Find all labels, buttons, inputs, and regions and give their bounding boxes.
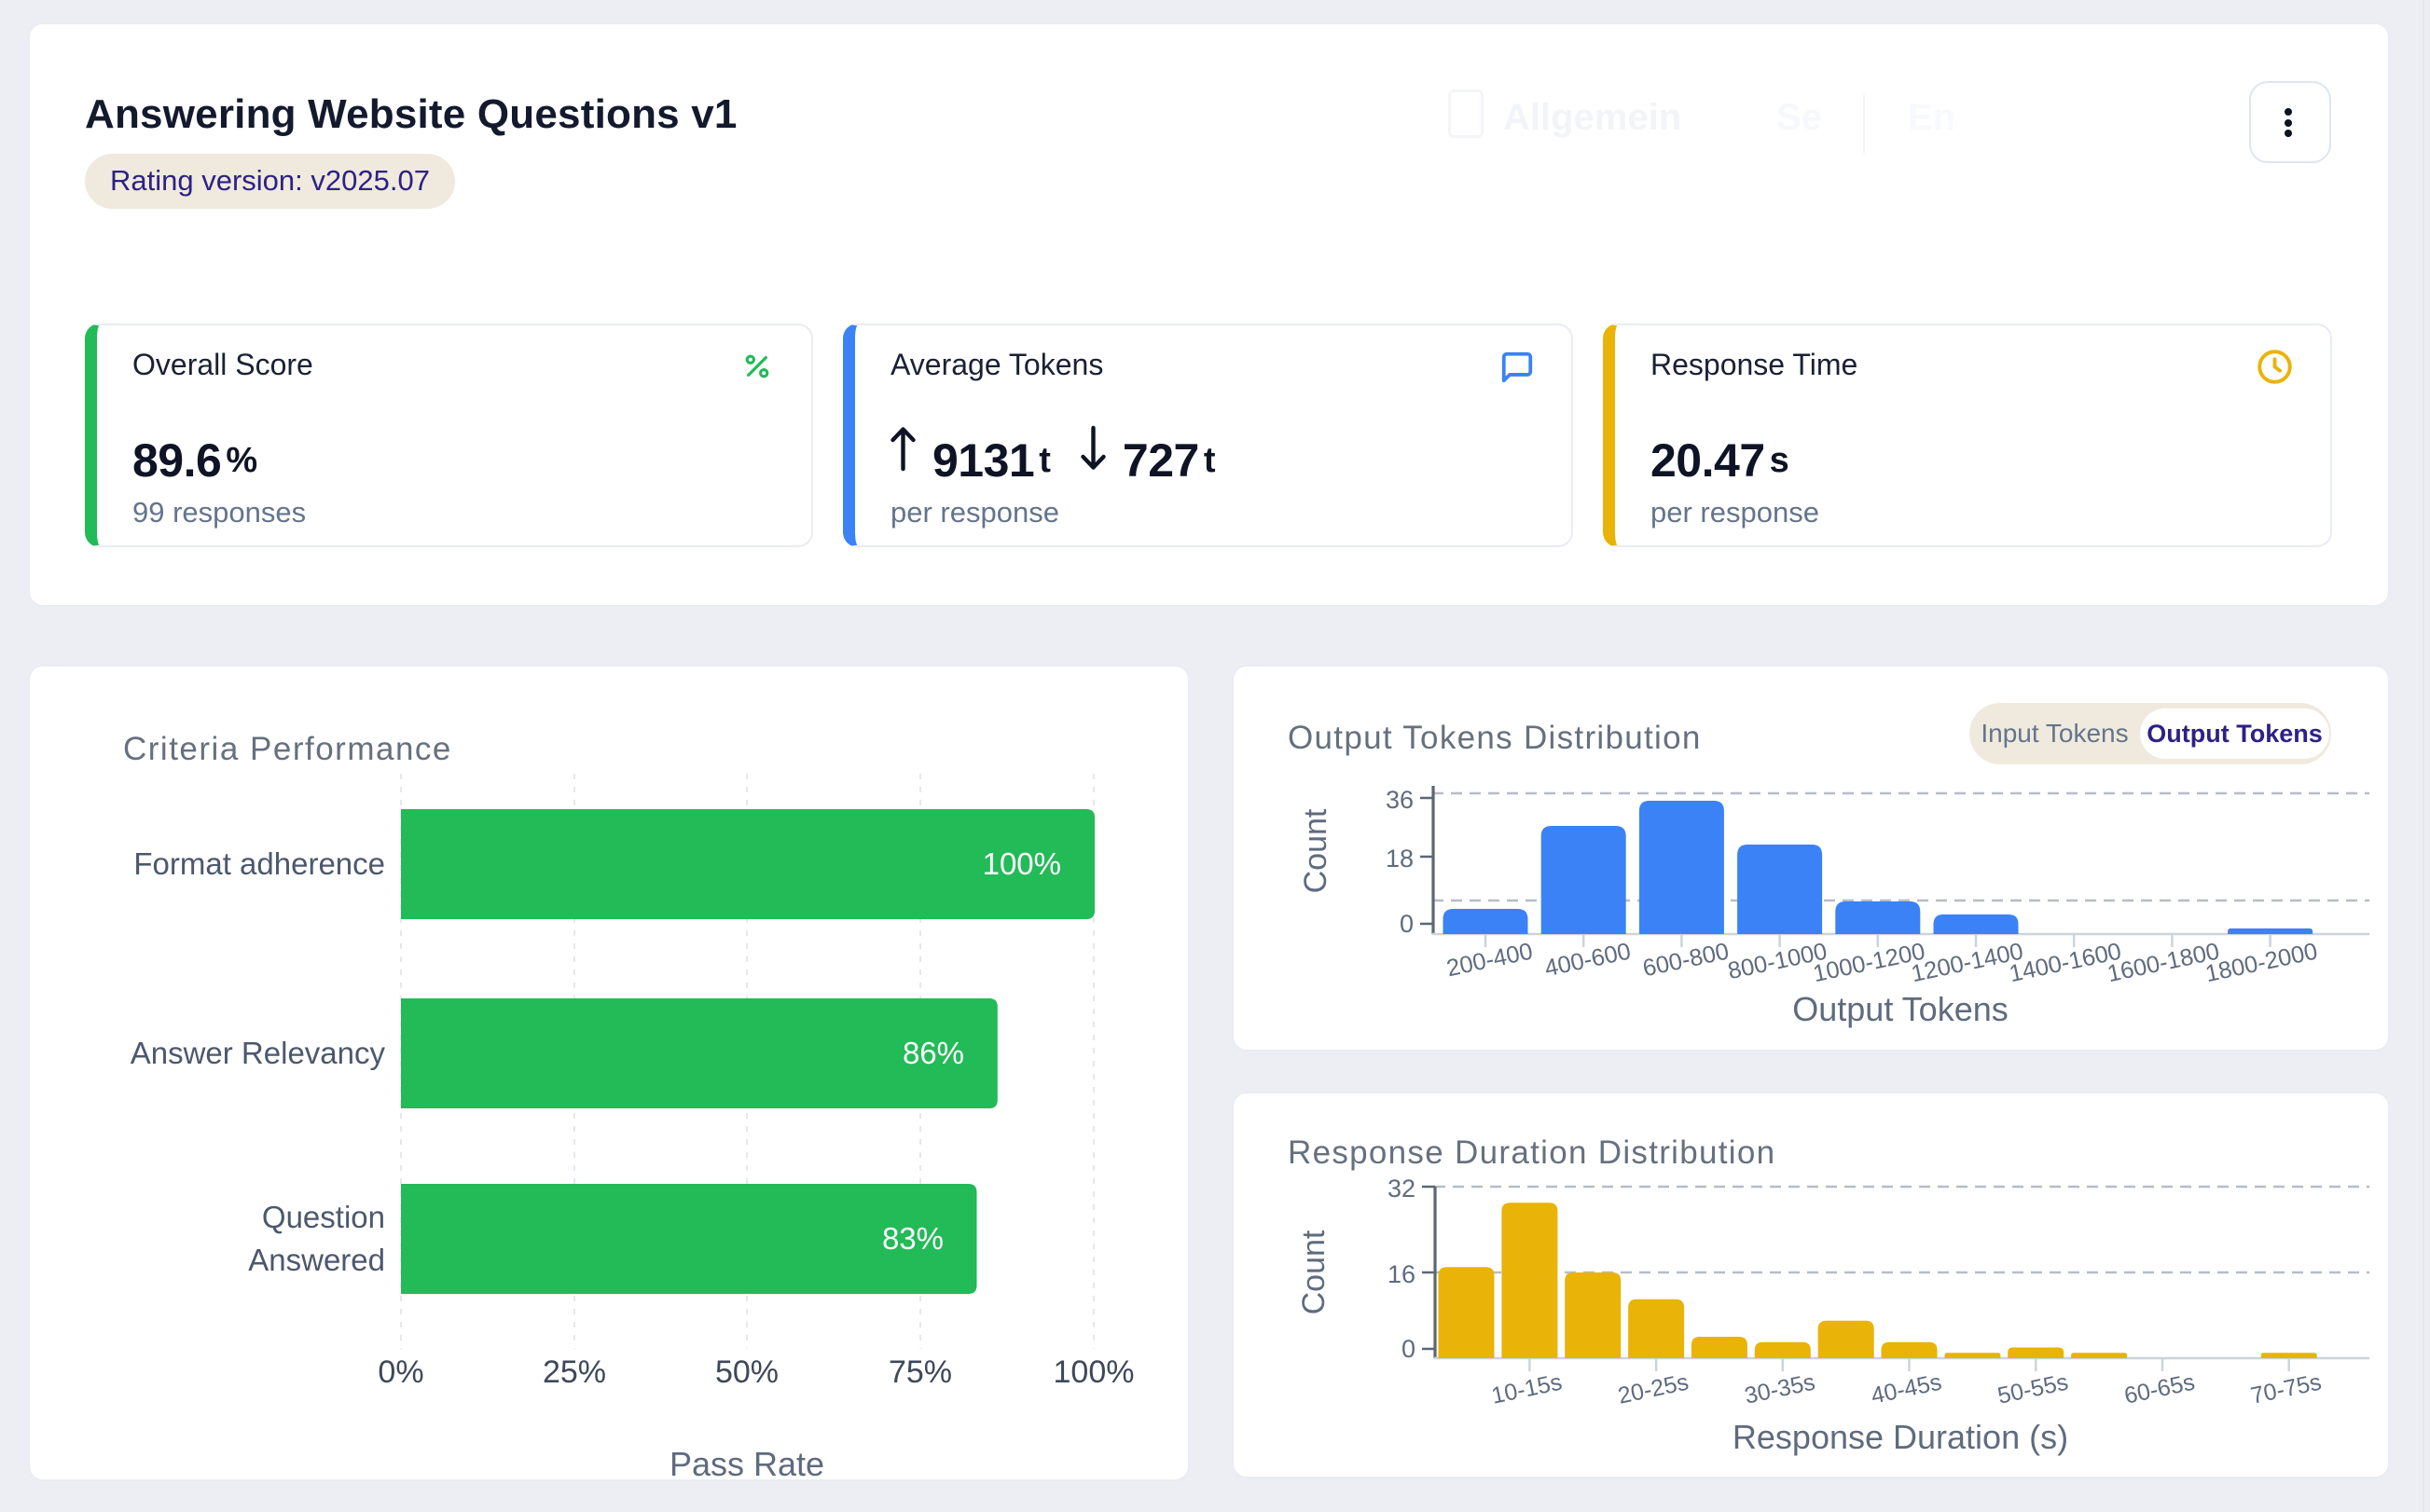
svg-text:16: 16 [1388,1260,1415,1288]
svg-text:Output Tokens Distribution: Output Tokens Distribution [1288,720,1702,756]
svg-text:Answer Relevancy: Answer Relevancy [131,1036,386,1070]
svg-text:83%: 83% [882,1221,944,1256]
svg-text:50%: 50% [715,1354,779,1390]
svg-text:Answered: Answered [248,1243,385,1277]
svg-text:Response Duration (s): Response Duration (s) [1733,1418,2068,1456]
svg-text:0: 0 [1401,1335,1415,1363]
svg-text:Count: Count [1296,1230,1332,1314]
svg-text:Question: Question [262,1200,385,1234]
svg-text:10-15s: 10-15s [1489,1368,1565,1409]
svg-text:60-65s: 60-65s [2122,1368,2198,1409]
svg-text:Output Tokens: Output Tokens [1792,990,2009,1028]
svg-text:0: 0 [1400,910,1414,938]
svg-text:0%: 0% [378,1354,423,1390]
svg-text:Criteria Performance: Criteria Performance [123,731,452,767]
svg-text:40-45s: 40-45s [1869,1368,1944,1409]
svg-text:70-75s: 70-75s [2248,1368,2324,1409]
svg-text:32: 32 [1388,1175,1415,1203]
svg-text:30-35s: 30-35s [1742,1368,1817,1409]
svg-text:75%: 75% [889,1354,952,1390]
svg-text:50-55s: 50-55s [1995,1368,2071,1409]
svg-text:Response Duration Distribution: Response Duration Distribution [1288,1134,1775,1171]
svg-text:100%: 100% [1054,1354,1135,1390]
svg-text:36: 36 [1386,786,1414,814]
svg-text:400-600: 400-600 [1542,938,1633,982]
svg-text:1800-2000: 1800-2000 [2203,938,2320,987]
svg-text:Format adherence: Format adherence [133,846,385,881]
svg-text:18: 18 [1386,845,1414,873]
svg-text:600-800: 600-800 [1640,938,1731,982]
svg-text:86%: 86% [903,1036,964,1070]
svg-text:100%: 100% [983,846,1061,881]
svg-text:25%: 25% [543,1354,606,1390]
svg-text:200-400: 200-400 [1444,938,1535,982]
svg-text:Pass Rate: Pass Rate [670,1445,824,1481]
svg-text:Count: Count [1298,808,1333,893]
svg-text:20-25s: 20-25s [1616,1368,1691,1409]
